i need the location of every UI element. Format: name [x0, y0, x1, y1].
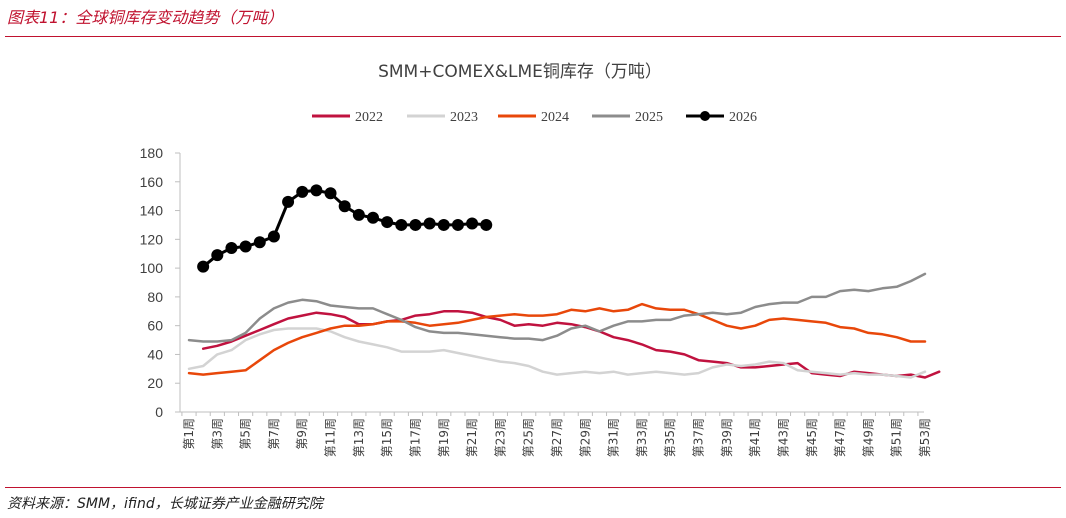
x-tick-label: 第7周	[267, 418, 281, 450]
source-note: 资料来源：SMM，ifind，长城证券产业金融研究院	[7, 496, 323, 512]
series-line-2022	[201, 310, 941, 379]
data-point-2026	[211, 249, 224, 262]
x-tick-label: 第15周	[380, 418, 394, 457]
data-point-2026	[338, 200, 351, 213]
data-point-2026	[225, 241, 238, 254]
legend-item-2024: 2024	[498, 110, 569, 125]
x-tick-label: 第1周	[182, 418, 196, 450]
x-tick-label: 第43周	[776, 418, 790, 457]
series-2023	[187, 327, 927, 379]
data-point-2026	[437, 218, 450, 231]
data-point-2026	[282, 195, 295, 208]
chart-legend: 2022 2023 2024 2025 2026	[312, 110, 757, 125]
y-tick-label: 120	[140, 231, 164, 247]
x-tick-label: 第33周	[635, 418, 649, 457]
x-tick-label: 第5周	[239, 418, 253, 450]
series-line-2024	[187, 302, 927, 376]
y-tick-label: 180	[140, 145, 164, 161]
y-tick-label: 80	[147, 289, 163, 305]
y-tick-label: 60	[147, 318, 163, 334]
bottom-divider	[5, 487, 1061, 488]
data-point-2026	[239, 240, 252, 253]
x-tick-label: 第45周	[805, 418, 819, 457]
data-point-2026	[296, 185, 309, 198]
x-tick-label: 第31周	[607, 418, 621, 457]
x-tick-label: 第29周	[578, 418, 592, 457]
x-tick-label: 第13周	[352, 418, 366, 457]
inventory-line-chart: SMM+COMEX&LME铜库存（万吨） 2022 2023 2024 2025 202…	[140, 62, 941, 457]
data-point-2026	[197, 260, 210, 273]
data-point-2026	[451, 218, 464, 231]
chart-title: SMM+COMEX&LME铜库存（万吨）	[378, 62, 662, 82]
x-tick-label: 第19周	[437, 418, 451, 457]
y-tick-label: 160	[140, 174, 164, 190]
y-tick-label: 140	[140, 203, 164, 219]
x-tick-label: 第21周	[465, 418, 479, 457]
data-point-2026	[367, 211, 379, 224]
chart-plot-area	[187, 184, 941, 379]
legend-item-2025: 2025	[592, 110, 663, 125]
legend-label: 2026	[729, 110, 757, 125]
x-tick-label: 第39周	[720, 418, 734, 457]
data-point-2026	[352, 208, 365, 221]
x-tick-label: 第27周	[550, 418, 564, 457]
x-tick-label: 第53周	[918, 418, 932, 457]
x-tick-label: 第37周	[692, 418, 706, 457]
y-tick-label: 100	[140, 260, 164, 276]
y-tick-label: 40	[147, 346, 163, 362]
data-point-2026	[480, 218, 493, 231]
data-point-2026	[267, 230, 280, 243]
legend-marker	[700, 111, 710, 121]
data-point-2026	[395, 218, 408, 231]
legend-item-2026: 2026	[686, 110, 757, 125]
legend-label: 2022	[355, 110, 383, 125]
data-point-2026	[310, 184, 323, 197]
series-2022	[201, 310, 941, 379]
x-tick-label: 第9周	[295, 418, 309, 450]
data-point-2026	[423, 217, 436, 230]
x-tick-label: 第35周	[663, 418, 677, 457]
series-2025	[187, 272, 927, 343]
x-tick-label: 第11周	[324, 418, 338, 457]
legend-label: 2025	[635, 110, 663, 125]
x-tick-label: 第51周	[890, 418, 904, 457]
top-divider	[5, 36, 1061, 37]
x-tick-label: 第23周	[493, 418, 507, 457]
data-point-2026	[253, 236, 266, 249]
figure-title: 图表11：全球铜库存变动趋势（万吨）	[7, 8, 284, 27]
data-point-2026	[324, 187, 337, 200]
y-tick-label: 20	[147, 375, 163, 391]
y-tick-label: 0	[155, 404, 163, 420]
chart-axes: 0 20 40 60 80 100 120 140 160 180 第1周 第3周 第5周 第7周 第9周 第…	[140, 145, 932, 457]
x-tick-label: 第17周	[408, 418, 422, 457]
series-2024	[187, 302, 927, 376]
data-point-2026	[381, 216, 394, 229]
legend-label: 2024	[541, 110, 569, 125]
series-line-2025	[187, 272, 927, 343]
series-line-2023	[187, 327, 927, 379]
x-tick-label: 第3周	[210, 418, 224, 450]
x-tick-label: 第47周	[833, 418, 847, 457]
legend-item-2023: 2023	[407, 110, 478, 125]
series-2026	[197, 184, 493, 273]
x-tick-label: 第41周	[748, 418, 762, 457]
x-tick-label: 第49周	[861, 418, 875, 457]
data-point-2026	[409, 218, 422, 231]
data-point-2026	[466, 217, 479, 230]
legend-item-2022: 2022	[312, 110, 383, 125]
x-tick-label: 第25周	[522, 418, 536, 457]
legend-label: 2023	[450, 110, 478, 125]
